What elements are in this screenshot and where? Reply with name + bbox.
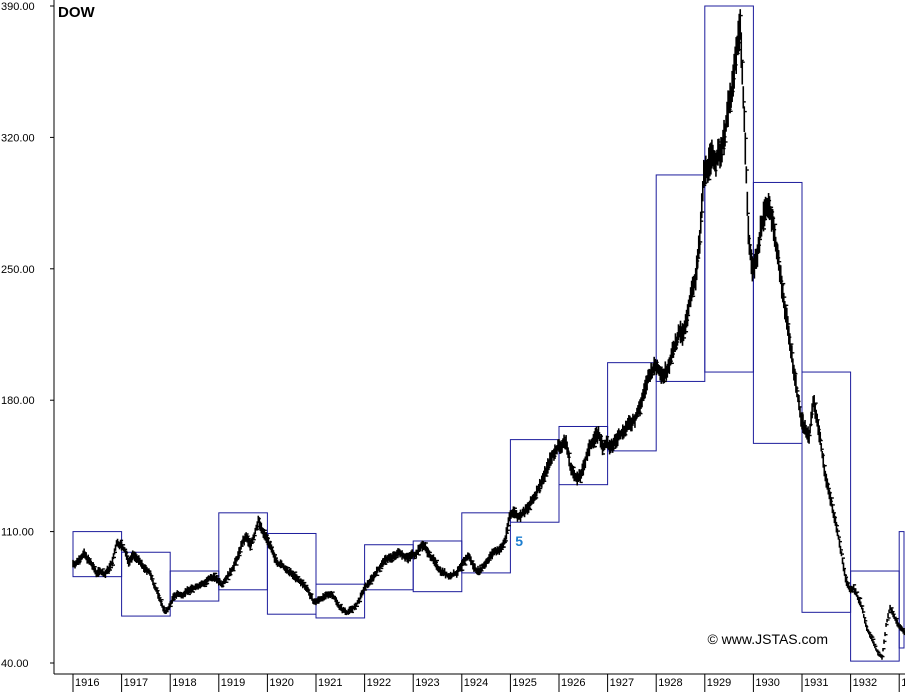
x-tick-label: 1921 — [318, 677, 342, 689]
x-tick-label: 1925 — [512, 677, 536, 689]
x-tick-label: 1924 — [464, 677, 488, 689]
x-tick-label: 1920 — [269, 677, 293, 689]
y-tick-label: 390.00 — [1, 1, 35, 13]
x-tick-label: 1928 — [658, 677, 682, 689]
price-bars — [72, 9, 905, 660]
x-tick-label: 1918 — [172, 677, 196, 689]
x-tick-label: 1927 — [610, 677, 634, 689]
wave-5-label: 5 — [515, 533, 523, 549]
wave-box — [898, 531, 905, 649]
copyright-text: © www.JSTAS.com — [707, 631, 828, 647]
x-tick-label: 1931 — [804, 677, 828, 689]
wave-box — [655, 174, 706, 382]
wave-box — [461, 512, 511, 574]
y-tick-label: 250.00 — [1, 264, 35, 276]
wave-box — [752, 181, 803, 444]
annotations: 5 © www.JSTAS.com — [515, 533, 828, 647]
wave-box — [266, 532, 317, 615]
x-tick-label: 193 — [901, 677, 905, 689]
wave-box — [801, 371, 852, 613]
chart-title: DOW — [58, 4, 96, 21]
x-tick-label: 1930 — [755, 677, 779, 689]
x-tick-label: 1916 — [75, 677, 99, 689]
wave-boxes — [72, 5, 905, 662]
x-tick-label: 1919 — [221, 677, 245, 689]
wave-box — [364, 544, 414, 591]
wave-box — [607, 362, 657, 452]
x-tick-labels: 1916 1917 1918 1919 1920 1921 1922 1923 1924 1925… — [72, 674, 905, 692]
x-tick-label: 1922 — [367, 677, 391, 689]
x-tick-label: 1917 — [124, 677, 148, 689]
y-tick-label: 110.00 — [1, 527, 34, 539]
y-tick-label: 180.00 — [1, 395, 35, 407]
y-tick-label: 40.00 — [1, 658, 29, 670]
x-tick-label: 1932 — [853, 677, 877, 689]
wave-box — [558, 425, 609, 486]
y-tick-labels: 390.00 320.00 250.00 180.00 110.00 40.00 — [1, 1, 54, 670]
axes — [53, 0, 905, 675]
x-tick-label: 1929 — [707, 677, 731, 689]
x-tick-label: 1923 — [415, 677, 439, 689]
wave-box — [704, 5, 754, 373]
y-tick-label: 320.00 — [1, 132, 35, 144]
x-tick-label: 1926 — [561, 677, 585, 689]
